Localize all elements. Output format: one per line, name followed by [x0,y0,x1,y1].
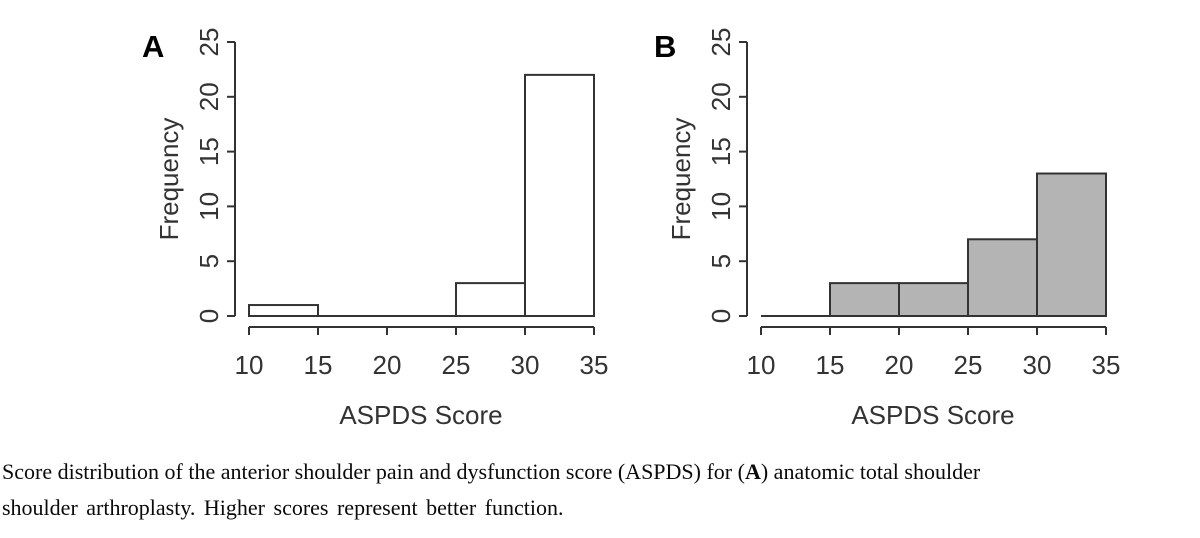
y-tick-label: 0 [194,309,224,323]
x-tick-label: 30 [511,350,540,380]
x-tick-label: 35 [580,350,609,380]
histogram-bar [524,73,595,317]
caption-line1-text: Score distribution of the anterior shoul… [2,459,745,484]
y-tick-label: 10 [706,192,736,221]
histogram-bar [967,238,1038,317]
caption-line1-rest: ) anatomic total shoulder [760,459,981,484]
histogram-bar [898,282,969,317]
histogram-a: A Frequency ASPDS Score 0 5 10 15 20 25 10 15 20… [142,28,608,430]
histogram-figure: A Frequency ASPDS Score 0 5 10 15 20 25 10 15 20… [134,0,1158,434]
x-tick-label: 35 [1092,350,1121,380]
histogram-bar [1036,172,1107,317]
x-tick-label: 20 [885,350,914,380]
x-tick-label: 10 [747,350,776,380]
y-tick-label: 25 [706,28,736,57]
panel-a-label: A [142,29,164,64]
x-tick-label: 10 [235,350,264,380]
caption-line2-text: shoulder arthroplasty. Higher scores rep… [2,495,564,520]
y-tick-label: 5 [706,254,736,268]
x-tick-label: 25 [442,350,471,380]
y-tick-label: 0 [706,309,736,323]
y-axis-title: Frequency [154,118,184,241]
x-axis-title: ASPDS Score [851,400,1014,430]
histogram-bar [829,282,900,317]
y-axis-title: Frequency [666,118,696,241]
histogram-b: B Frequency ASPDS Score 0 5 10 15 20 25 10 15 20… [654,28,1120,430]
panel-b: B Frequency ASPDS Score 0 5 10 15 20 25 10 15 20… [646,0,1158,434]
y-tick-label: 15 [194,137,224,166]
plot-area: 0 5 10 15 20 25 10 15 20 25 30 35 [194,28,608,380]
y-tick-label: 25 [194,28,224,57]
figure-caption: Score distribution of the anterior shoul… [2,454,1200,526]
caption-panel-a-ref: A [744,459,761,484]
y-tick-label: 10 [194,192,224,221]
y-tick-label: 20 [194,82,224,111]
x-tick-label: 20 [373,350,402,380]
histogram-bar [455,282,526,317]
panel-a: A Frequency ASPDS Score 0 5 10 15 20 25 10 15 20… [134,0,646,434]
y-tick-label: 5 [194,254,224,268]
y-tick-label: 20 [706,82,736,111]
x-tick-label: 15 [816,350,845,380]
histogram-bar [248,304,319,318]
x-tick-label: 25 [954,350,983,380]
panel-b-label: B [654,29,676,64]
x-tick-label: 30 [1023,350,1052,380]
y-tick-label: 15 [706,137,736,166]
x-axis-title: ASPDS Score [339,400,502,430]
x-tick-label: 15 [304,350,333,380]
plot-area: 0 5 10 15 20 25 10 15 20 25 30 35 [706,28,1120,380]
